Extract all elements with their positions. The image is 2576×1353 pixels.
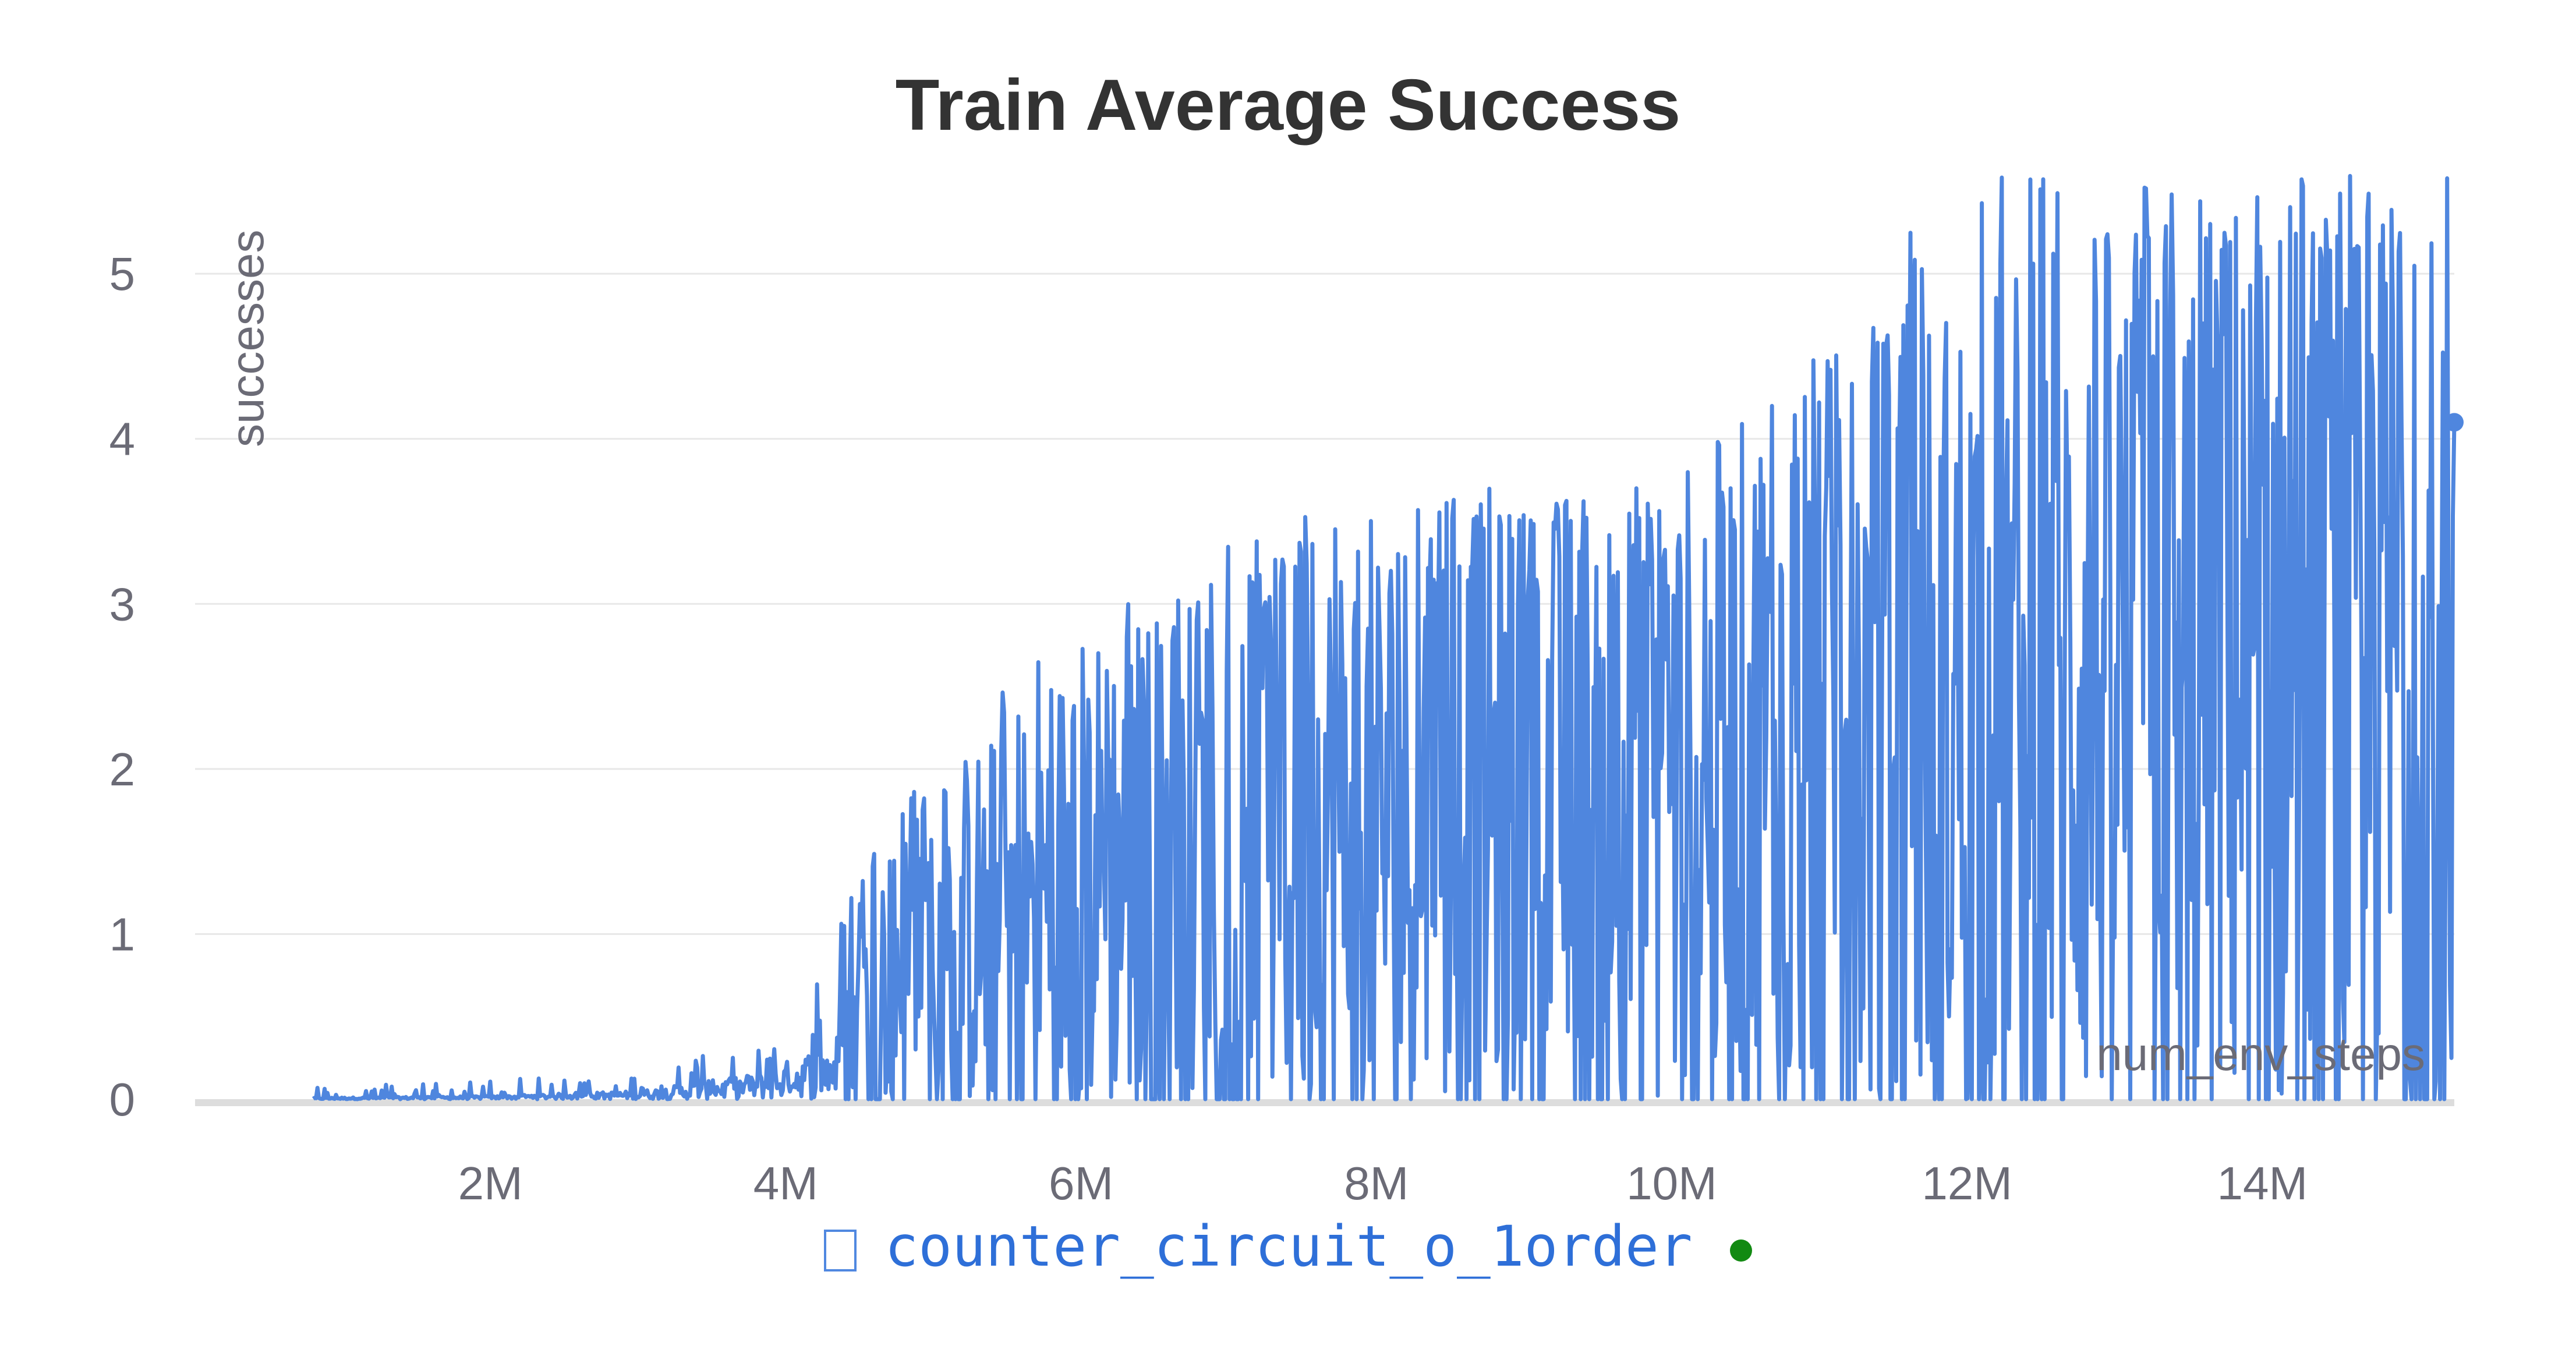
- x-tick-label: 12M: [1922, 1157, 2012, 1209]
- x-tick-label: 2M: [458, 1157, 523, 1209]
- x-tick-label: 10M: [1626, 1157, 1717, 1209]
- x-tick-labels: 2M 4M 6M 8M 10M 12M 14M: [458, 1157, 2308, 1209]
- x-tick-label: 6M: [1049, 1157, 1113, 1209]
- status-dot-icon: [1729, 1239, 1752, 1262]
- legend: counter_circuit_o_1order: [0, 1214, 2576, 1279]
- x-axis-label: num_env_steps: [2096, 1028, 2425, 1080]
- y-tick-labels: 0 1 2 3 4 5: [109, 248, 136, 1125]
- series-line-counter-circuit-o-1order: [312, 173, 2457, 1101]
- y-tick-label: 3: [109, 578, 136, 630]
- y-tick-label: 0: [109, 1074, 136, 1125]
- y-tick-label: 5: [109, 248, 136, 300]
- last-value-point: [2445, 413, 2464, 432]
- y-tick-label: 4: [109, 413, 136, 465]
- x-tick-label: 14M: [2217, 1157, 2308, 1209]
- y-axis-label: successes: [221, 230, 273, 447]
- legend-checkbox-icon[interactable]: [824, 1229, 857, 1271]
- y-tick-label: 2: [109, 743, 136, 795]
- legend-series-label: counter_circuit_o_1order: [884, 1214, 1693, 1279]
- chart-title: Train Average Success: [895, 65, 1681, 146]
- x-tick-label: 8M: [1344, 1157, 1409, 1209]
- y-tick-label: 1: [109, 908, 136, 960]
- x-tick-label: 4M: [753, 1157, 818, 1209]
